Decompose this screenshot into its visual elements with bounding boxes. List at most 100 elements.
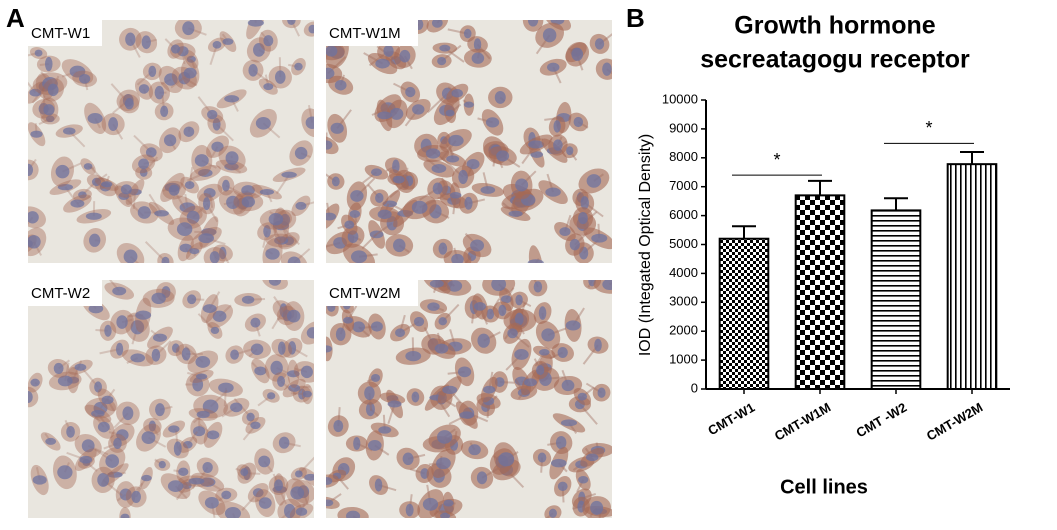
nucleus [91,409,105,418]
nucleus [186,55,196,63]
nucleus [112,286,127,296]
nucleus [436,457,451,470]
nucleus [393,238,406,253]
nucleus [252,488,264,498]
nucleus [438,242,448,255]
nucleus [258,497,272,509]
nucleus [79,455,93,464]
nucleus [224,162,239,171]
nucleus [155,403,165,417]
nucleus [377,111,392,120]
nucleus [342,316,353,324]
nucleus [432,182,443,195]
nucleus [57,465,73,480]
micrograph: CMT-W1 [28,20,314,263]
nucleus [267,392,276,400]
nucleus [308,24,314,34]
nucleus [294,62,303,71]
nucleus [151,292,166,305]
nucleus [195,373,208,380]
cell-process [532,20,535,22]
nucleus [270,360,283,375]
nucleus [225,151,239,165]
bar [946,163,998,390]
nucleus [274,236,289,245]
nucleus [494,91,506,104]
image-label: CMT-W2 [31,285,90,302]
image-label-bg [28,280,102,306]
nucleus [43,104,55,116]
nucleus [202,399,219,414]
nucleus [306,327,314,339]
significance-label: * [773,150,780,170]
nucleus [463,101,474,108]
nucleus [326,499,334,507]
nucleus [183,126,195,137]
nucleus [477,333,490,348]
nucleus [371,374,381,382]
nucleus [247,20,264,27]
cell-process [275,174,290,195]
nucleus [212,41,222,49]
nucleus [468,444,481,456]
nucleus [250,421,261,430]
nucleus [250,317,261,328]
x-tick-label: CMT -W2 [854,400,910,441]
nucleus [287,256,301,263]
nucleus [240,468,249,477]
nucleus [434,343,449,354]
nucleus [439,44,451,52]
nucleus [405,86,416,98]
nucleus [528,140,545,149]
nucleus [160,105,169,117]
nucleus [298,388,306,400]
nucleus [326,45,338,57]
nucleus [578,476,589,484]
nucleus [580,196,589,210]
nucleus [97,421,110,433]
cell-process [148,193,163,214]
nucleus [28,211,39,224]
nucleus [278,436,290,449]
nucleus [446,155,460,163]
nucleus [224,95,240,103]
nucleus [192,377,204,392]
cell-process [144,241,167,263]
nucleus [491,280,507,292]
nucleus [263,83,274,91]
nucleus [74,363,87,371]
nucleus [107,471,123,478]
nucleus [295,470,303,478]
nucleus [559,227,571,237]
nucleus [330,122,344,134]
bar [794,194,846,390]
nucleus [268,280,282,286]
nucleus [546,62,560,72]
nucleus [274,479,283,492]
nucleus [188,477,205,485]
nucleus [578,212,588,225]
nucleus [557,347,568,359]
nucleus [179,243,192,253]
nucleus [566,146,574,156]
nucleus [120,513,130,518]
nucleus [286,309,301,323]
nucleus [585,453,599,462]
micrograph: CMT-W2M [326,280,612,518]
y-tick-label: 8000 [669,149,698,164]
image-label: CMT-W2M [329,285,401,302]
nucleus [422,497,439,511]
nucleus [395,328,406,338]
nucleus [182,482,192,490]
nucleus [573,116,584,128]
nucleus [83,163,93,170]
nucleus [44,56,53,72]
nucleus [268,213,284,226]
nucleus [130,353,146,363]
nucleus [542,28,557,43]
nucleus [258,455,271,468]
nucleus [594,338,602,352]
nucleus [449,192,462,199]
nucleus [186,210,200,224]
image-label-bg [326,20,418,46]
